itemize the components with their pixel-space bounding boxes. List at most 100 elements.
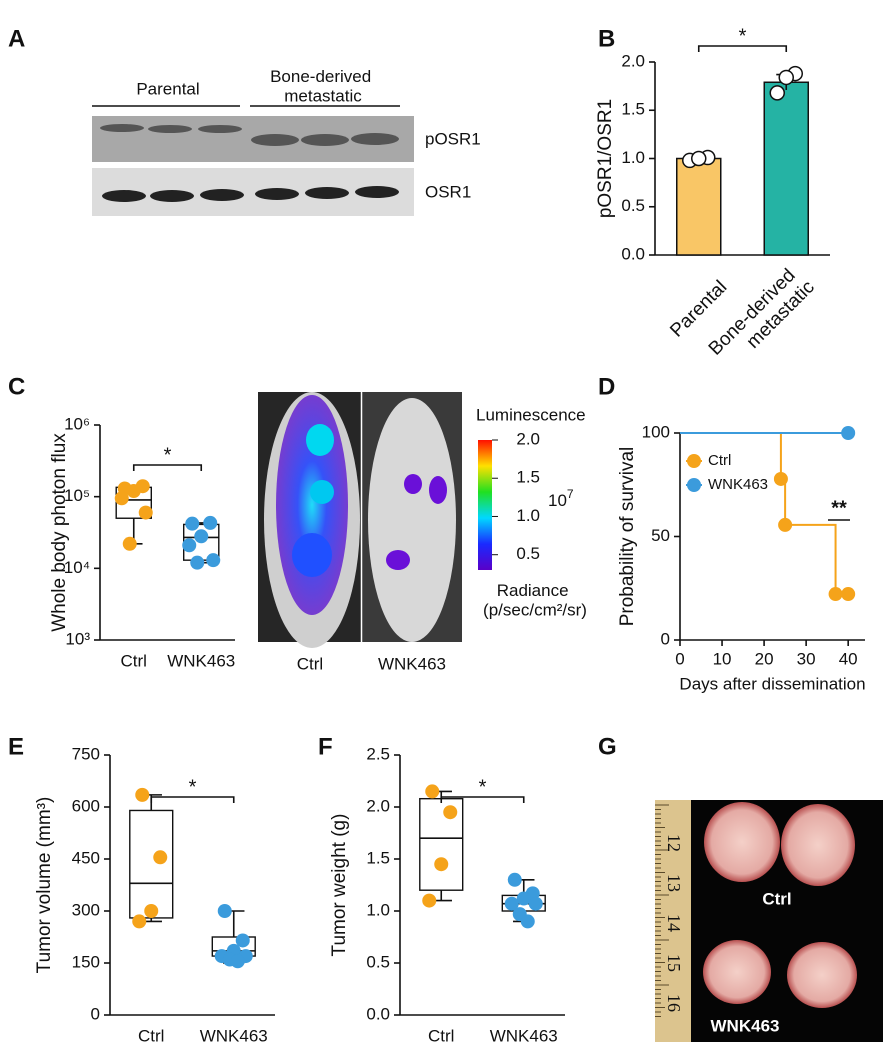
y-tick-label: 450: [72, 848, 100, 867]
y-tick-label: 0: [91, 1004, 100, 1023]
panel-label: F: [318, 733, 333, 760]
data-point: [114, 491, 129, 506]
panel-label: C: [8, 373, 25, 400]
significance-bracket: [440, 796, 525, 803]
y-tick-label: 300: [72, 900, 100, 919]
data-point: [135, 787, 150, 802]
multiplier-base: 10: [548, 491, 567, 510]
blot-row: pOSR1: [425, 129, 481, 148]
bar: [763, 81, 809, 256]
x-tick-label: Ctrl: [428, 1026, 454, 1045]
y-tick-label: 10⁵: [64, 486, 90, 505]
x-tick-label: 40: [839, 649, 858, 668]
box: [129, 809, 174, 919]
data-point: [144, 904, 159, 918]
x-tick-label: WNK463: [167, 651, 235, 670]
significance: *: [739, 25, 747, 47]
significance-bracket: [132, 464, 203, 471]
significance-bracket: [697, 45, 788, 52]
y-tick-label: 10⁶: [64, 414, 90, 433]
legend-marker: [687, 454, 701, 468]
x-tick-label: 30: [797, 649, 816, 668]
y-tick-label: 1.0: [621, 148, 645, 167]
ruler-label: 12: [664, 834, 684, 852]
bar: [676, 157, 722, 256]
panel-label: G: [598, 733, 617, 760]
legend-marker: [687, 478, 701, 492]
y-tick-label: 150: [72, 952, 100, 971]
blot-group: Bone-derived metastatic: [270, 67, 376, 106]
colorbar: [478, 440, 492, 570]
ruler-label: 16: [664, 994, 684, 1012]
data-point: [504, 896, 519, 911]
y-tick-label: 600: [72, 796, 100, 815]
marker: [778, 517, 793, 532]
y-tick-label: 0.0: [366, 1004, 390, 1023]
x-tick-label: WNK463: [200, 1026, 268, 1045]
data-point: [132, 914, 147, 929]
image-label: Ctrl: [297, 654, 323, 673]
data-point: [520, 914, 535, 929]
y-tick-label: 0.5: [621, 196, 645, 215]
bioluminescence-image: Ctrl WNK463 Luminescence 107 Radiance (p…: [258, 392, 587, 673]
photo-label: WNK463: [711, 1016, 780, 1035]
data-point: [153, 850, 168, 865]
y-tick-label: 1.0: [366, 900, 390, 919]
data-point: [206, 553, 221, 568]
data-point: [190, 555, 205, 570]
data-point: [235, 933, 250, 948]
x-tick-label: Bone-derived metastatic: [705, 261, 819, 375]
y-tick-label: 100: [642, 422, 670, 441]
y-axis-label: pOSR1/OSR1: [595, 99, 616, 218]
data-point: [507, 872, 522, 887]
panel-label: D: [598, 373, 615, 400]
data-point: [126, 483, 141, 498]
colorbar-tick-label: 0.5: [516, 544, 540, 563]
y-tick-label: 750: [72, 744, 100, 763]
y-tick-label: 2.5: [366, 744, 390, 763]
marker: [841, 587, 856, 602]
colorbar-title: Luminescence: [476, 405, 586, 424]
data-point: [194, 529, 209, 544]
y-tick-label: 1.5: [621, 100, 645, 119]
significance-bracket: [150, 796, 235, 803]
bands: [102, 186, 399, 202]
data-point: [691, 150, 707, 167]
legend-label: WNK463: [708, 476, 768, 493]
x-tick-label: 0: [675, 649, 684, 668]
ruler-label: 14: [664, 914, 684, 932]
data-point: [185, 516, 200, 531]
ruler-label: 15: [664, 954, 684, 972]
colorbar-multiplier: 107: [548, 487, 574, 510]
significance: *: [164, 444, 172, 466]
x-tick-label: 10: [713, 649, 732, 668]
panel-label: B: [598, 25, 615, 52]
survival-line: [680, 432, 849, 596]
multiplier-exponent: 7: [567, 487, 574, 501]
data-point: [778, 69, 794, 86]
y-tick-label: 0: [661, 629, 670, 648]
colorbar-footer: Radiance (p/sec/cm²/sr): [483, 581, 587, 620]
y-axis-label: Tumor weight (g): [329, 814, 350, 957]
ruler-label: 13: [664, 874, 684, 892]
tumor-photo: Ctrl WNK463: [655, 800, 883, 1042]
y-axis-label: Tumor volume (mm³): [34, 797, 55, 974]
data-point: [425, 784, 440, 799]
significance: *: [189, 776, 197, 798]
western-blot: Parental Bone-derived metastatic pOSR1 O…: [92, 67, 481, 216]
x-tick-label: WNK463: [490, 1026, 558, 1045]
data-point: [217, 904, 232, 918]
colorbar-tick-label: 1.5: [516, 468, 540, 487]
panel-label: A: [8, 25, 25, 52]
data-point: [434, 857, 449, 872]
data-point: [122, 536, 137, 551]
x-axis-label: Days after dissemination: [679, 674, 865, 693]
marker: [773, 471, 788, 486]
y-tick-label: 0.0: [621, 244, 645, 263]
data-point: [516, 891, 531, 906]
marker: [841, 426, 856, 440]
y-tick-label: 2.0: [366, 796, 390, 815]
data-point: [138, 505, 153, 520]
